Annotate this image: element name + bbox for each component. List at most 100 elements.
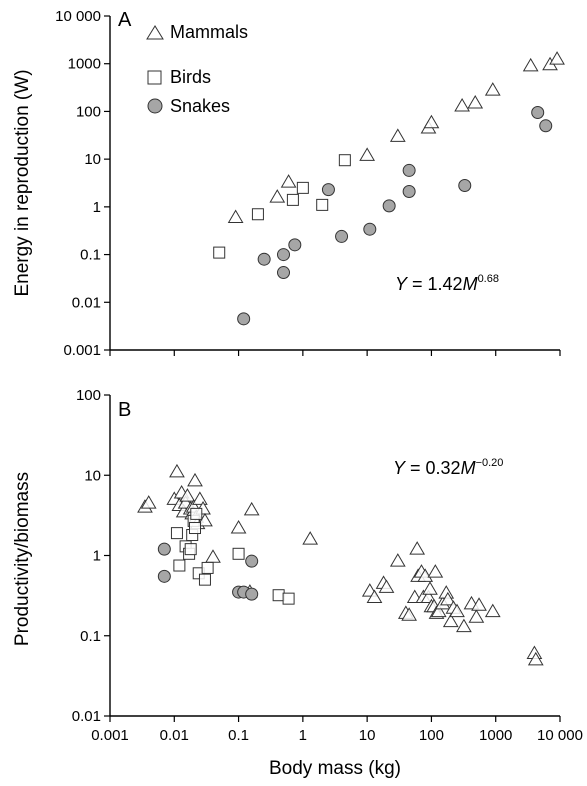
panel-b-mammals-point <box>205 549 221 563</box>
panel-a-snakes-point <box>321 183 335 197</box>
panel-a-mammals-point <box>423 114 440 129</box>
panel-b-snakes-point <box>245 587 259 601</box>
panel-a-mammals-point <box>269 189 286 203</box>
panel-a-y-tick-label: 10 000 <box>55 8 101 25</box>
panel-a-snakes-point <box>288 238 302 252</box>
panel-b-y-tick-label: 0.1 <box>80 628 101 645</box>
panel-a-birds-point <box>251 208 264 221</box>
panel-a-mammals-point <box>549 51 565 65</box>
panel-b-mammals-point <box>449 603 465 618</box>
legend: Mammals Birds Snakes <box>146 22 248 116</box>
panel-b: 0.01 0.1 1 10 100 0.001 0.01 0.1 1 10 100 1000 10 00… <box>12 387 583 779</box>
panel-b-birds-point <box>173 559 186 572</box>
panel-b-points <box>137 463 544 666</box>
x-tick-label: 10 000 <box>537 727 583 744</box>
panel-b-birds-point <box>201 561 214 574</box>
panel-b-mammals-point <box>409 541 426 555</box>
panel-a-equation-lhs: Y <box>395 274 409 294</box>
panel-a-birds-point <box>316 198 329 211</box>
panel-a-y-tick-label: 10 <box>84 151 101 168</box>
panel-b-birds-point <box>282 592 295 605</box>
panel-a-snakes-point <box>237 312 251 326</box>
panel-a-y-tick-label: 1000 <box>68 56 101 73</box>
panel-a-mammals-point <box>389 128 406 142</box>
panel-a-y-tick-label: 0.001 <box>63 342 101 359</box>
x-tick-label: 100 <box>419 727 444 744</box>
panel-b-mammals-point <box>187 472 203 487</box>
panel-a-snakes-point <box>458 179 472 193</box>
panel-a-equation-coef: = 1.42 <box>407 274 463 294</box>
x-tick-label: 0.1 <box>228 727 249 744</box>
panel-b-mammals-point <box>439 591 456 606</box>
panel-a-snakes-point <box>539 119 553 133</box>
panel-b-mammals-point <box>471 597 487 611</box>
panel-b-snakes-point <box>245 554 259 568</box>
panel-b-mammals-point <box>243 501 260 516</box>
panel-a-equation: Y = 1.42M0.68 <box>395 273 499 294</box>
panel-a-snakes-point <box>277 248 291 262</box>
panel-b-snakes-point <box>157 569 171 583</box>
panel-a-mammals-point <box>522 57 539 72</box>
legend-birds-marker <box>147 70 162 85</box>
panel-a-points <box>213 51 565 326</box>
panel-a-y-tick-label: 0.01 <box>72 294 101 311</box>
panel-a-snakes-point <box>402 163 416 177</box>
panel-a-birds-point <box>296 181 309 194</box>
x-axis-title: Body mass (kg) <box>269 758 401 779</box>
panel-a-y-tick-label: 1 <box>93 199 101 216</box>
panel-b-mammals-point <box>302 531 319 545</box>
panel-b-label: B <box>118 399 131 421</box>
panel-b-birds-point <box>232 547 245 560</box>
panel-a-y-tick-label: 0.1 <box>80 247 101 264</box>
panel-b-mammals-point <box>389 553 406 567</box>
panel-a-snakes-point <box>277 266 291 280</box>
panel-a-y-axis-title: Energy in reproduction (W) <box>12 69 33 296</box>
panel-b-mammals-point <box>366 589 383 603</box>
panel-b-y-tick-label: 10 <box>84 467 101 484</box>
panel-b-mammals-point <box>179 488 196 502</box>
panel-b-mammals-point <box>191 491 208 505</box>
panel-a: 0.001 0.01 0.1 1 10 100 1000 10 000 A Energy in… <box>12 8 565 359</box>
x-tick-label: 0.01 <box>160 727 189 744</box>
panel-b-axes: 0.01 0.1 1 10 100 0.001 0.01 0.1 1 10 100 1000 10 00… <box>72 387 583 744</box>
panel-b-birds-point <box>188 522 201 535</box>
panel-b-mammals-point <box>420 589 437 603</box>
panel-a-snakes-point <box>257 252 271 266</box>
panel-b-y-tick-label: 100 <box>76 387 101 404</box>
x-tick-label: 10 <box>359 727 376 744</box>
panel-b-birds-point <box>190 507 203 520</box>
panel-b-y-axis-title: Productivity/biomass <box>12 472 33 646</box>
panel-b-y-tick-label: 1 <box>93 548 101 565</box>
panel-a-snakes-point <box>335 229 349 243</box>
panel-b-birds-point <box>198 573 211 586</box>
panel-a-mammals-point <box>484 82 501 96</box>
panel-b-birds-point <box>184 543 197 556</box>
panel-a-equation-var: M <box>463 274 478 294</box>
panel-b-mammals-point <box>527 651 544 666</box>
panel-a-mammals-point <box>359 147 376 161</box>
panel-b-mammals-point <box>468 609 485 623</box>
panel-b-y-tick-label: 0.01 <box>72 708 101 725</box>
panel-a-snakes-point <box>382 199 396 213</box>
panel-a-birds-point <box>213 246 226 259</box>
panel-b-mammals-point <box>140 495 157 509</box>
panel-a-snakes-point <box>402 184 416 198</box>
x-tick-label: 1000 <box>479 727 512 744</box>
panel-a-birds-point <box>286 193 299 206</box>
panel-b-mammals-point <box>430 603 447 618</box>
legend-mammals-marker <box>146 25 164 40</box>
panel-b-mammals-point <box>378 579 395 593</box>
panel-b-mammals-point <box>427 564 444 578</box>
panel-b-snakes-point <box>157 542 171 556</box>
panel-b-equation-lhs: Y <box>393 458 407 478</box>
panel-a-equation-exponent: 0.68 <box>478 273 499 285</box>
panel-b-mammals-point <box>169 463 185 478</box>
panel-b-mammals-point <box>422 581 438 595</box>
panel-b-equation: Y = 0.32M−0.20 <box>393 457 503 478</box>
panel-a-snakes-point <box>531 105 545 119</box>
x-tick-label: 1 <box>299 727 307 744</box>
legend-birds-label: Birds <box>170 67 211 87</box>
panel-a-label: A <box>118 9 132 31</box>
panel-a-axes: 0.001 0.01 0.1 1 10 100 1000 10 000 <box>55 8 561 359</box>
